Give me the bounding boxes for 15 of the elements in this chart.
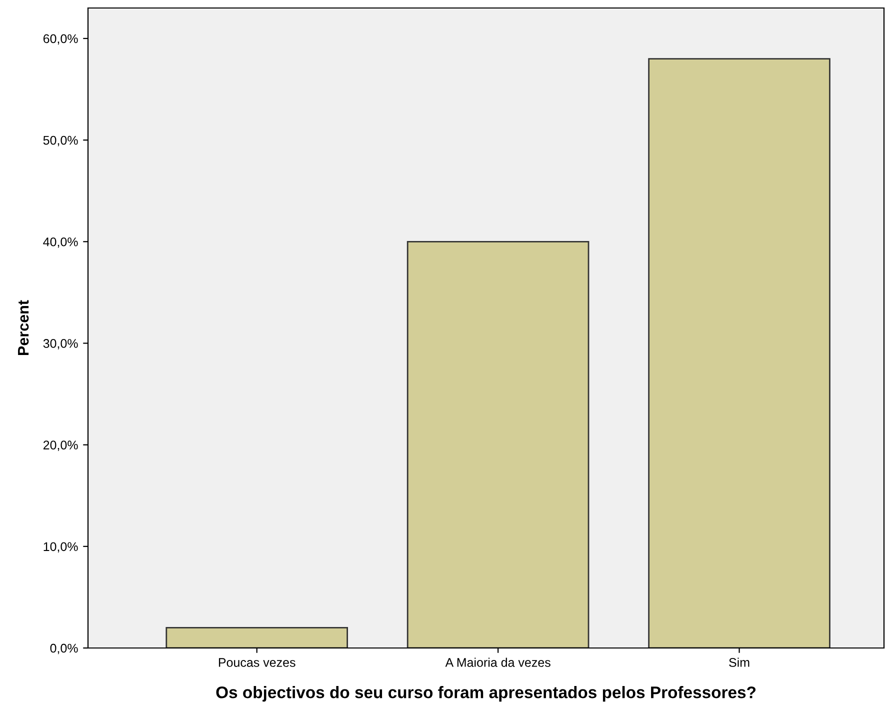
bar (166, 626, 348, 648)
bar (406, 240, 590, 648)
x-tick-label: A Maioria da vezes (445, 658, 550, 667)
y-tick-label: 30,0% (43, 339, 78, 350)
y-tick-label: 60,0% (43, 34, 78, 45)
y-tick-label: 20,0% (43, 440, 78, 451)
y-tick-label: 40,0% (43, 237, 78, 248)
y-tick-label: 50,0% (43, 136, 78, 146)
y-tick-label: 0,0% (50, 644, 78, 654)
y-axis-title: Percent (18, 300, 29, 355)
y-tick-label: 10,0% (44, 542, 78, 553)
x-tick-label: Poucas vezes (218, 658, 296, 667)
bar (648, 58, 830, 648)
x-axis-title: Os objectivos do seu curso foram apresentados pelos Professores? (216, 686, 756, 702)
x-tick-label: Sim (729, 658, 750, 667)
